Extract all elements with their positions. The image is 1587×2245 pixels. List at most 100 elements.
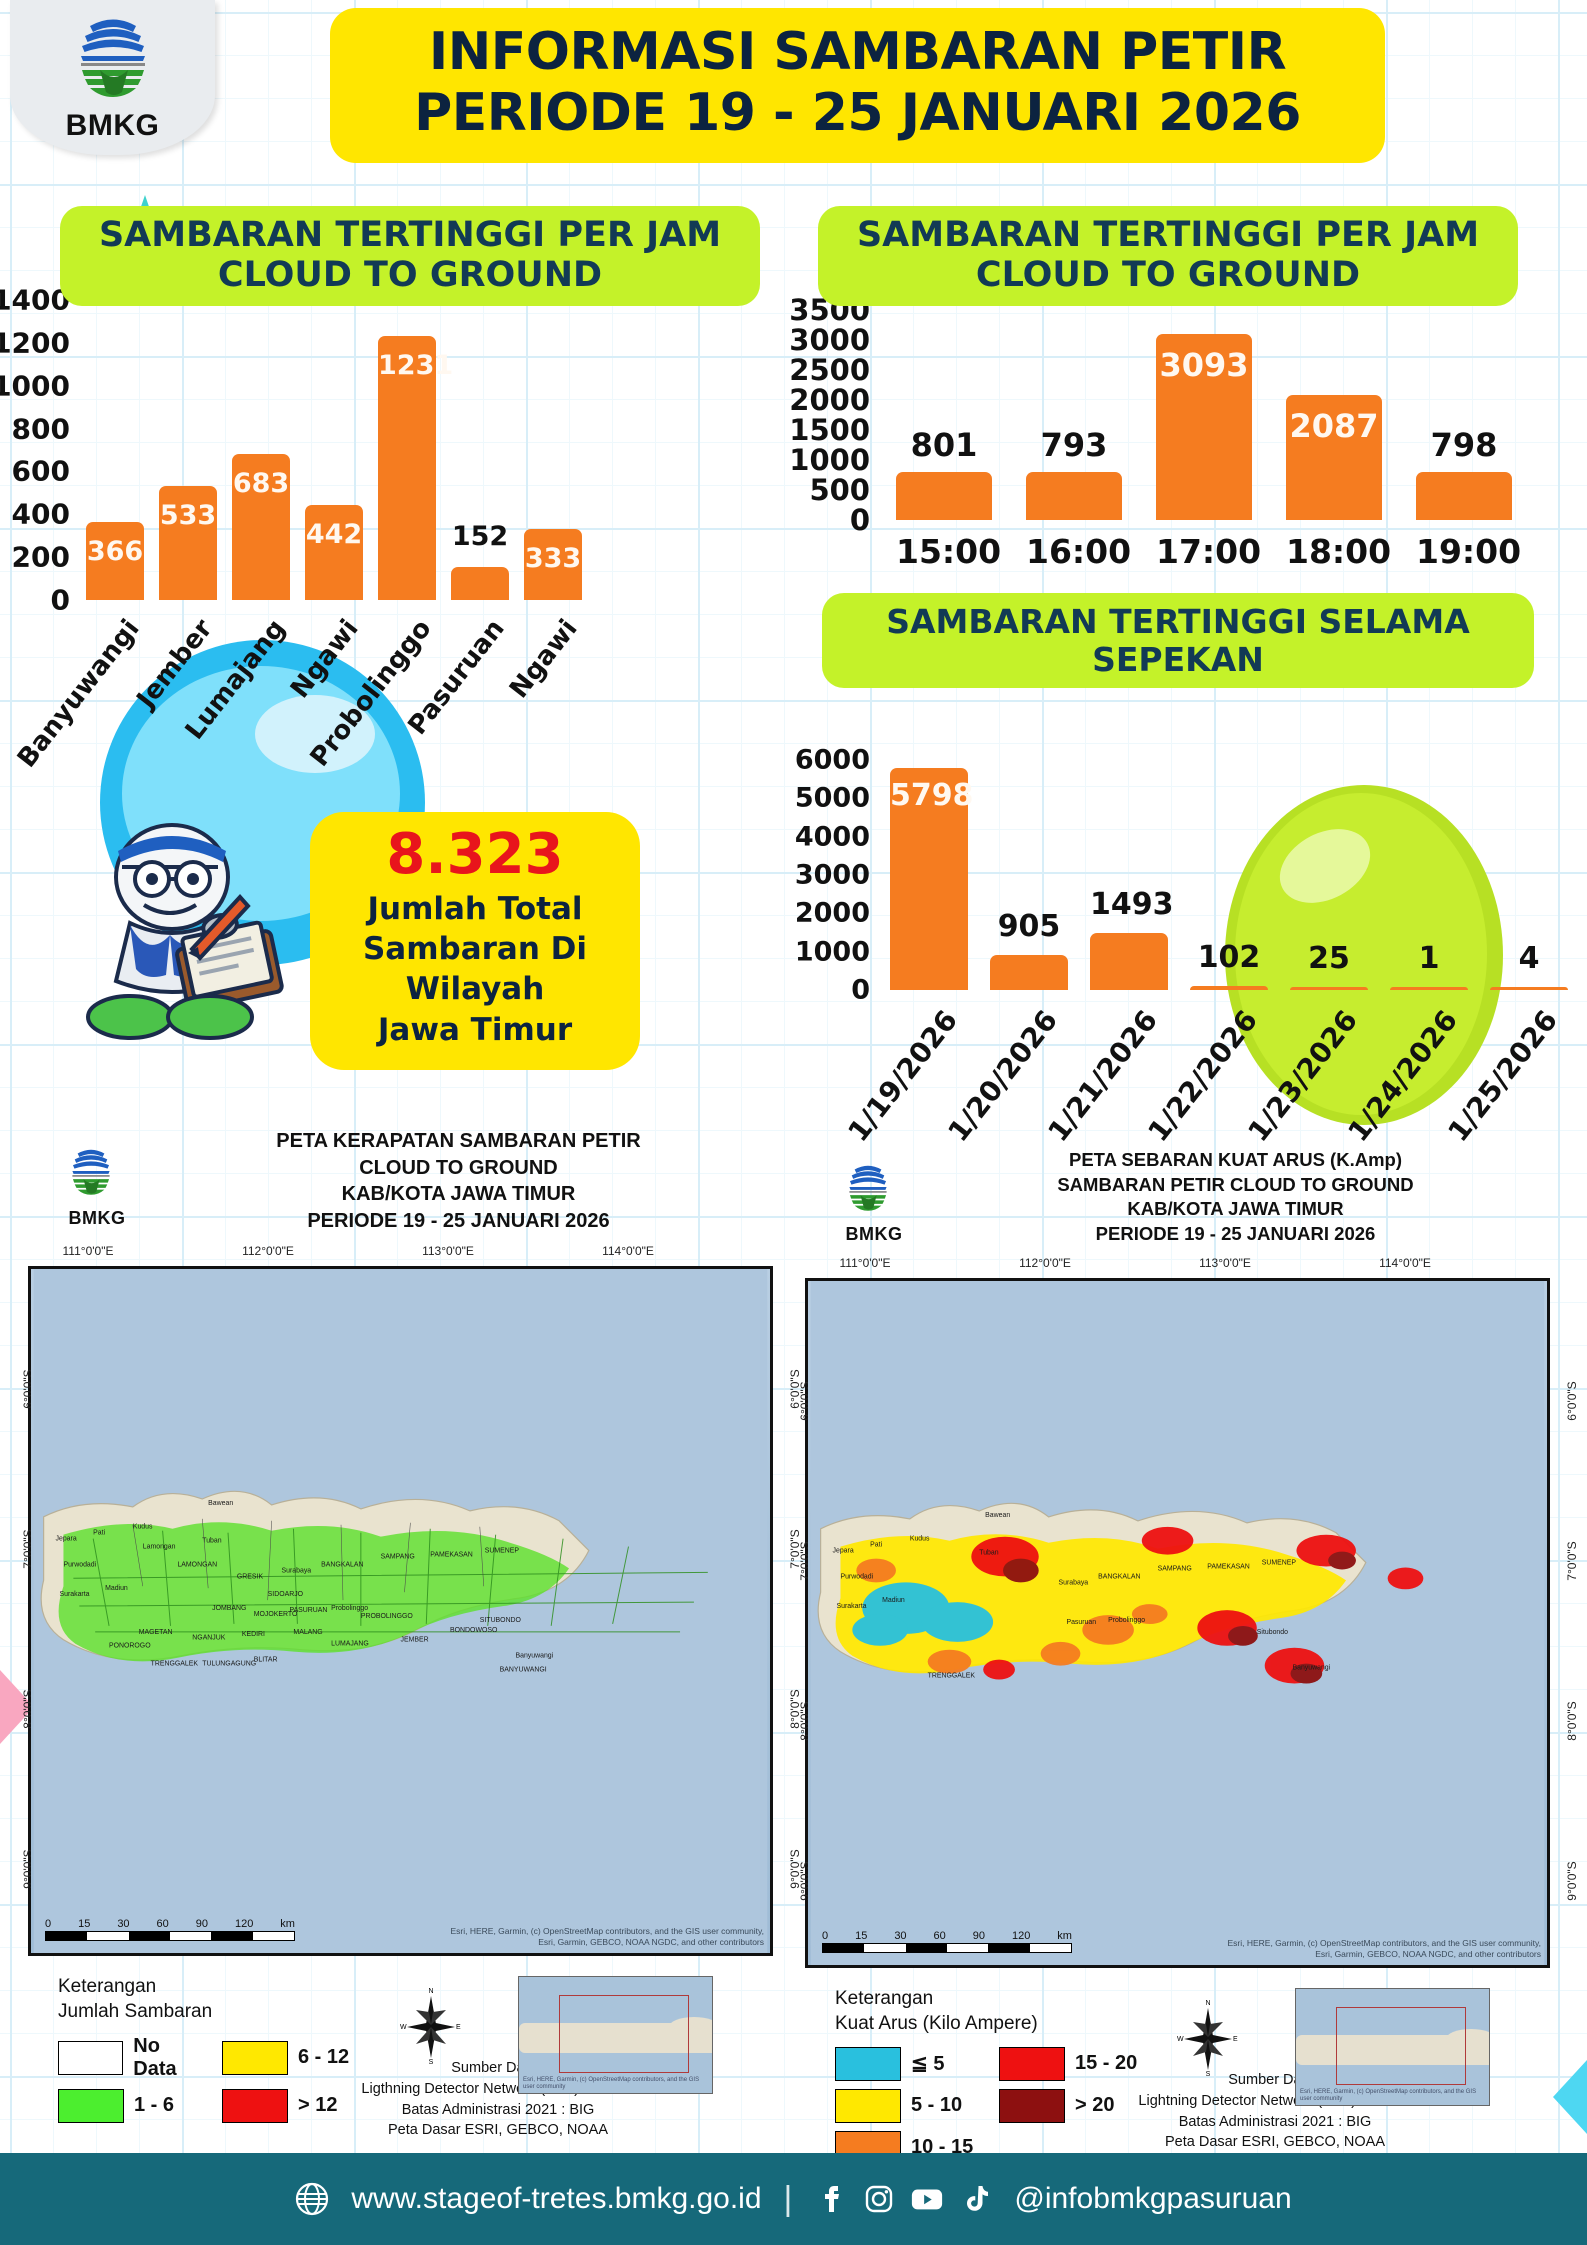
title-line-2: PERIODE 19 - 25 JANUARI 2026 — [414, 83, 1301, 144]
map-left-title-line4: PERIODE 19 - 25 JANUARI 2026 — [307, 1209, 610, 1232]
legend-swatch — [222, 2040, 288, 2075]
map-right-attribution: Esri, HERE, Garmin, (c) OpenStreetMap co… — [1227, 1938, 1541, 1959]
map-panel-current: BMKG PETA SEBARAN KUAT ARUS (K.Amp) SAMB… — [798, 1148, 1579, 2168]
map-left-lat-axis-left: 6°0'0"S 7°0'0"S 8°0'0"S 9°0'0"S — [0, 1269, 35, 1953]
bar: 333 — [524, 528, 582, 600]
bar: 3093 — [1156, 334, 1252, 520]
bar-value-label: 905 — [997, 909, 1061, 945]
map-right-title: PETA SEBARAN KUAT ARUS (K.Amp) SAMBARAN … — [921, 1148, 1550, 1246]
chart1-y-tick: 1000 — [0, 369, 70, 403]
bar: 5798 — [890, 767, 974, 990]
map-right-header: BMKG PETA SEBARAN KUAT ARUS (K.Amp) SAMB… — [805, 1148, 1550, 1246]
map-left-source-line3: Batas Administrasi 2021 : BIG — [401, 2101, 595, 2118]
map-right-canvas: Bawean Pati Kudus Jepara Purwodadi Tuban Su… — [810, 1281, 1545, 1966]
inset-extent-box — [559, 1995, 689, 2074]
chart1-heading-line1: SAMBARAN TERTINGGI PER JAM — [98, 215, 722, 255]
scalebar-tick: 120 — [234, 1918, 254, 1931]
svg-text:Probolinggo: Probolinggo — [331, 1605, 368, 1612]
svg-text:W: W — [400, 2024, 407, 2031]
mascot-illustration — [86, 823, 284, 1040]
bar: 366 — [86, 521, 144, 600]
bar: 683 — [232, 453, 290, 600]
footer-website[interactable]: www.stageof-tretes.bmkg.go.id — [351, 2182, 762, 2215]
legend-item: 15 - 20 — [999, 2046, 1149, 2081]
page-title: INFORMASI SAMBARAN PETIR PERIODE 19 - 25… — [330, 8, 1385, 163]
lon-tick-label: 111°0'0"E — [839, 1256, 891, 1271]
legend-label: > 20 — [1075, 2094, 1115, 2117]
legend-label: 10 - 15 — [911, 2136, 974, 2159]
legend-item: No Data — [58, 2035, 208, 2081]
bar-value-label: 3093 — [1159, 346, 1249, 385]
map-left-header: BMKG PETA KERAPATAN SAMBARAN PETIR CLOUD… — [28, 1128, 773, 1234]
bar-value-label: 801 — [910, 425, 978, 464]
cyan-triangle-decoration — [1553, 2060, 1587, 2134]
scalebar-unit: km — [280, 1918, 295, 1931]
scalebar-tick: 15 — [78, 1918, 91, 1931]
legend-item: 6 - 12 — [222, 2035, 372, 2081]
total-strike-count-box: 8.323 Jumlah Total Sambaran Di Wilayah J… — [310, 812, 640, 1070]
svg-text:JEMBER: JEMBER — [400, 1637, 428, 1644]
map-right-lon-axis: 111°0'0"E 112°0'0"E 113°0'0"E 114°0'0"E — [805, 1256, 1550, 1276]
bar: 152 — [451, 521, 509, 600]
chart2-heading-line1: SAMBARAN TERTINGGI PER JAM — [856, 215, 1480, 255]
title-line-1: INFORMASI SAMBARAN PETIR — [428, 22, 1287, 82]
x-axis-label: 17:00 — [1156, 532, 1262, 571]
map-left-title: PETA KERAPATAN SAMBARAN PETIR CLOUD TO G… — [144, 1128, 773, 1234]
compass-rose-icon: N W E S — [400, 1988, 461, 2066]
bar: 1 — [1390, 941, 1468, 990]
svg-text:Tuban: Tuban — [202, 1538, 222, 1545]
bar-value-label: 798 — [1430, 426, 1498, 465]
chart2-y-tick: 1500 — [789, 413, 870, 447]
chart2-y-tick: 500 — [809, 473, 870, 507]
legend-label: 5 - 10 — [911, 2094, 963, 2117]
footer-divider: | — [783, 2179, 793, 2218]
svg-text:MALANG: MALANG — [293, 1629, 322, 1636]
scalebar-tick: 60 — [156, 1918, 169, 1931]
legend-swatch — [222, 2088, 288, 2123]
svg-text:TRENGGALEK: TRENGGALEK — [928, 1673, 976, 1680]
bar: 798 — [1416, 426, 1512, 520]
facebook-icon[interactable] — [814, 2182, 848, 2216]
chart2-y-tick: 1000 — [789, 443, 870, 477]
green-egg-decoration — [1225, 785, 1503, 1125]
chart2-y-tick: 0 — [849, 503, 870, 537]
chart1-heading: SAMBARAN TERTINGGI PER JAM CLOUD TO GROU… — [60, 206, 760, 306]
svg-text:E: E — [456, 2024, 461, 2031]
bar-value-label: 152 — [451, 521, 509, 553]
legend-label: 6 - 12 — [298, 2046, 350, 2069]
map-right-inset: Esri, HERE, Garmin, (c) OpenStreetMap co… — [1295, 1988, 1490, 2107]
footer-social-handle[interactable]: @infobmkgpasuruan — [1014, 2182, 1292, 2215]
chart3-y-tick: 1000 — [794, 936, 870, 968]
map-right-frame: 6°0'0"S 7°0'0"S 8°0'0"S 9°0'0"S 6°0'0"S 7°0'… — [798, 1278, 1579, 1969]
bmkg-logo-text: BMKG — [65, 109, 160, 142]
bar-value-label: 333 — [524, 542, 582, 574]
youtube-icon[interactable] — [910, 2182, 944, 2216]
chart3-y-tick: 4000 — [794, 821, 870, 853]
svg-text:Surakarta: Surakarta — [59, 1592, 89, 1599]
svg-text:PROBOLINGGO: PROBOLINGGO — [361, 1613, 414, 1620]
bar-value-label: 1493 — [1090, 886, 1174, 922]
map-left-logo-text: BMKG — [68, 1208, 126, 1229]
svg-text:Banyuwangi: Banyuwangi — [515, 1653, 553, 1660]
map-right-source-line4: Peta Dasar ESRI, GEBCO, NOAA — [1165, 2134, 1385, 2151]
lon-tick-label: 114°0'0"E — [1379, 1256, 1431, 1271]
svg-text:SUMENEP: SUMENEP — [1262, 1560, 1297, 1567]
instagram-icon[interactable] — [862, 2182, 896, 2216]
bmkg-logo-icon — [72, 1149, 110, 1195]
tiktok-icon[interactable] — [958, 2182, 992, 2216]
chart2-plot: 801 793 3093 2087 798 — [880, 310, 1570, 520]
chart2-heading: SAMBARAN TERTINGGI PER JAM CLOUD TO GROU… — [818, 206, 1518, 306]
svg-text:SAMPANG: SAMPANG — [381, 1554, 415, 1561]
chart1-heading-line2: CLOUD TO GROUND — [217, 254, 603, 295]
legend-swatch — [835, 2088, 901, 2123]
svg-text:BONDOWOSO: BONDOWOSO — [450, 1627, 498, 1634]
chart1-y-tick: 800 — [11, 412, 70, 446]
legend-swatch — [999, 2088, 1065, 2123]
map-left-title-line1: PETA KERAPATAN SAMBARAN PETIR — [276, 1130, 641, 1152]
svg-text:Pasuruan: Pasuruan — [1066, 1619, 1096, 1626]
svg-text:BLITAR: BLITAR — [254, 1657, 278, 1664]
chart3-y-tick: 0 — [851, 974, 870, 1006]
bar-value-label: 366 — [86, 535, 144, 567]
chart2-y-tick: 2000 — [789, 383, 870, 417]
bar-value-label: 1231 — [378, 350, 454, 382]
